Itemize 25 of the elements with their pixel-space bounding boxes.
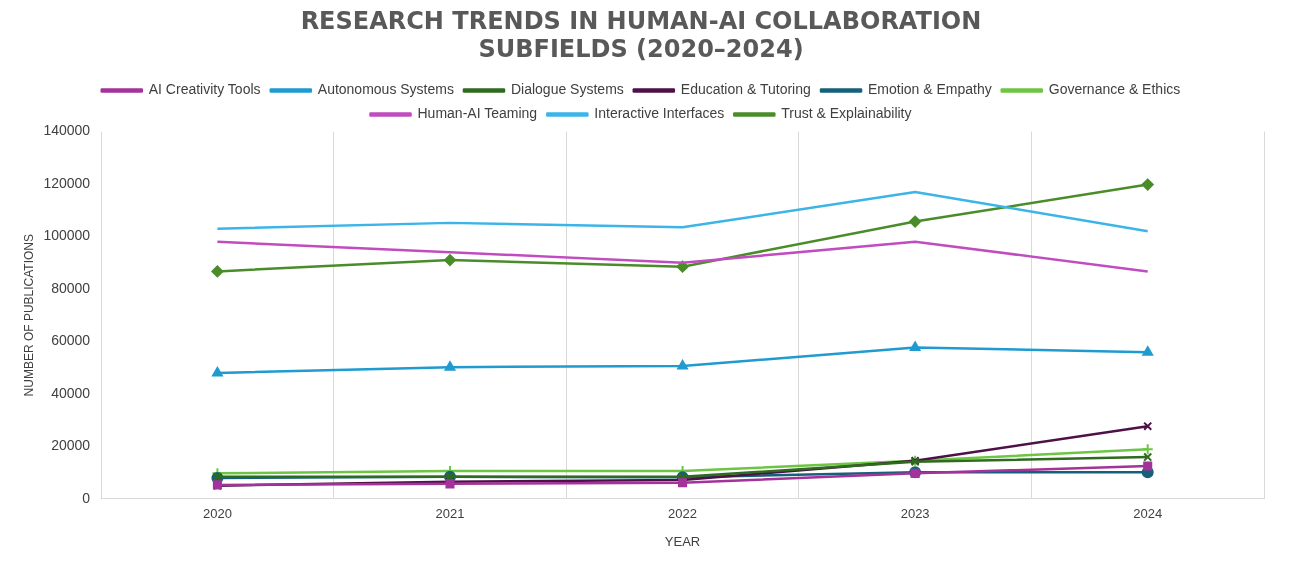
legend-label: Education & Tutoring — [680, 81, 811, 98]
x-tick-label: 2021 — [435, 506, 465, 522]
legend-label: Interactive Interfaces — [594, 105, 725, 122]
y-axis-title: NUMBER OF PUBLICATIONS — [21, 233, 36, 397]
x-tick-label: 2022 — [668, 506, 698, 522]
y-tick-label: 100000 — [43, 227, 91, 244]
y-tick-label: 40000 — [51, 384, 91, 401]
x-tick-label: 2020 — [202, 506, 232, 522]
y-tick-label: 60000 — [51, 332, 91, 349]
chart-title: RESEARCH TRENDS IN HUMAN-AI COLLABORATION SUBFIELDS (2020–2024) — [300, 6, 982, 64]
legend-label: Autonomous Systems — [317, 81, 454, 98]
legend-label: Governance & Ethics — [1048, 81, 1181, 98]
x-tick-label: 2024 — [1133, 506, 1163, 522]
x-axis-title: YEAR — [664, 533, 701, 549]
y-tick-label: 120000 — [43, 174, 91, 191]
y-tick-label: 20000 — [51, 437, 91, 454]
y-tick-label: 0 — [82, 489, 91, 506]
legend-label: Dialogue Systems — [510, 81, 624, 98]
legend-label: Human-AI Teaming — [417, 105, 538, 122]
y-tick-label: 80000 — [51, 279, 91, 296]
legend-label: Trust & Explainability — [781, 105, 912, 122]
legend-label: AI Creativity Tools — [148, 81, 261, 98]
legend-label: Emotion & Empathy — [868, 81, 992, 98]
x-tick-label: 2023 — [900, 506, 930, 522]
y-tick-label: 140000 — [43, 122, 91, 139]
